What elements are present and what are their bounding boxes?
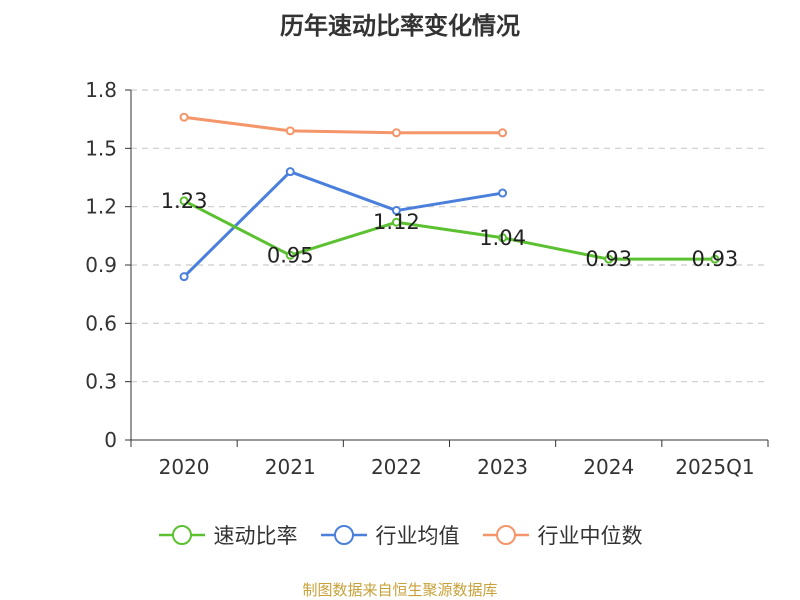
y-tick-label: 0.9 [85,253,117,277]
legend-item[interactable]: 速动比率 [158,520,298,550]
x-tick-label: 2021 [265,455,316,479]
x-tick-label: 2025Q1 [675,455,754,479]
data-point [285,167,295,177]
data-point [498,128,508,138]
data-point [710,254,720,264]
data-point [391,206,401,216]
y-tick-label: 1.5 [85,136,117,160]
data-point [285,126,295,136]
data-point [391,128,401,138]
series-lines [179,112,720,282]
axes: 0 0.3 0.6 0.9 1.2 1.5 1.8 2020 2021 2022 2023 2024 2… [85,78,769,479]
y-tick-label: 0 [104,428,117,452]
x-tick-label: 2023 [477,455,528,479]
data-point [179,272,189,282]
legend-swatch-icon [482,525,529,545]
source-note: 制图数据来自恒生聚源数据库 [302,581,498,599]
data-label: 0.93 [585,247,632,271]
legend: 速动比率 行业均值 行业中位数 [0,520,800,550]
legend-label: 行业均值 [375,524,460,548]
gridlines [131,89,768,383]
data-label: 0.95 [267,243,314,267]
data-point [498,188,508,198]
legend-item[interactable]: 行业均值 [320,520,460,550]
data-label: 1.04 [479,226,526,250]
x-tick-label: 2020 [159,455,210,479]
y-tick-label: 0.6 [85,311,117,335]
data-label: 0.93 [692,247,739,271]
legend-swatch-icon [320,525,367,545]
series-line [183,199,715,261]
legend-swatch-marker [495,525,516,545]
y-tick-label: 1.2 [85,195,117,219]
data-point [285,250,295,260]
data-label: 1.23 [161,189,208,213]
y-tick-label: 1.8 [85,78,117,102]
legend-label: 行业中位数 [537,524,643,548]
legend-swatch-marker [171,525,192,545]
data-label: 1.12 [373,210,420,234]
data-point [498,233,508,243]
data-point [179,196,189,206]
data-point [391,217,401,227]
series-line [183,115,503,135]
data-point [179,112,189,122]
series-line [183,170,503,278]
x-tick-label: 2022 [371,455,422,479]
data-point [604,254,614,264]
x-tick-label: 2024 [583,455,634,479]
y-tick-label: 0.3 [85,370,117,394]
data-labels: 1.23 0.95 1.12 1.04 0.93 0.93 [161,189,739,271]
legend-swatch-icon [158,525,205,545]
legend-swatch-marker [333,525,354,545]
legend-label: 速动比率 [213,524,298,548]
chart-title: 历年速动比率变化情况 [280,12,520,40]
legend-item[interactable]: 行业中位数 [482,520,643,550]
